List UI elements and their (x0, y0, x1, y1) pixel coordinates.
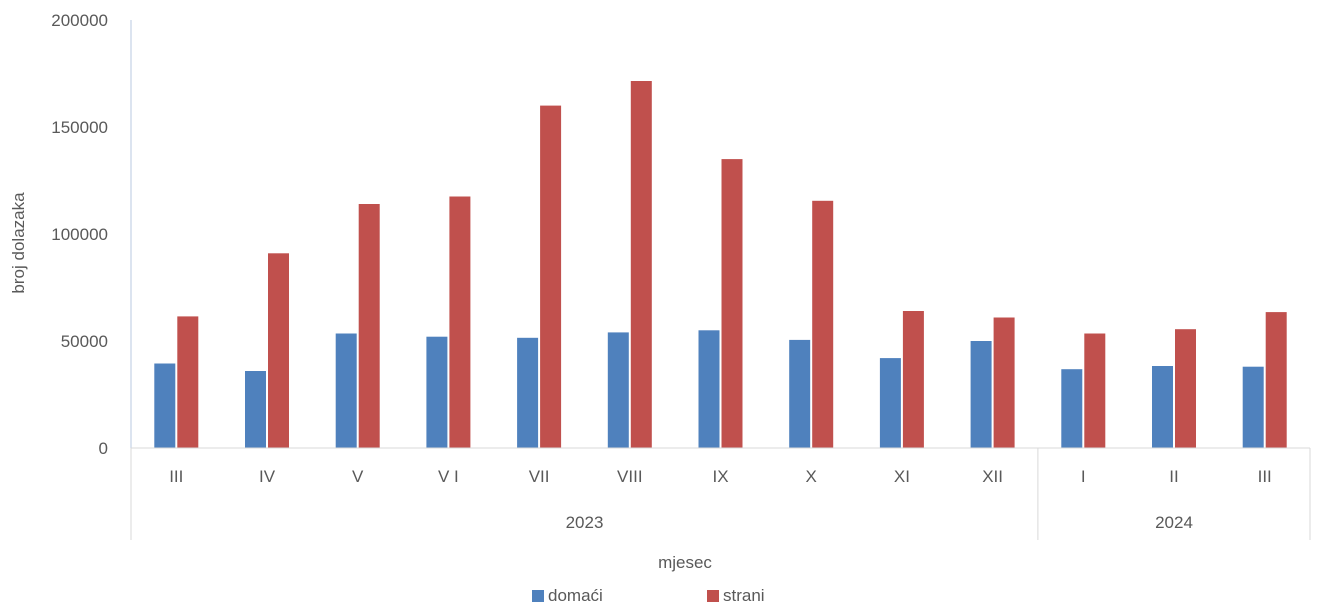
bar-domaci-7 (789, 339, 811, 448)
legend-swatch-strani (707, 590, 719, 602)
y-axis-title: broj dolazaka (9, 192, 28, 294)
x-category-label: VII (529, 467, 550, 486)
y-tick-labels: 0 50000 100000 150000 200000 (51, 11, 108, 458)
axis-layer (130, 20, 1310, 449)
bar-strani-0 (177, 316, 199, 448)
x-category-label: II (1169, 467, 1178, 486)
bar-strani-1 (268, 253, 289, 448)
legend-label-strani: strani (723, 586, 765, 605)
bar-domaci-2 (335, 333, 357, 448)
bar-domaci-5 (607, 332, 629, 448)
x-category-label: IV (259, 467, 276, 486)
x-category-label: III (1258, 467, 1272, 486)
x-axis-title: mjesec (658, 553, 712, 572)
x-category-label: XI (894, 467, 910, 486)
legend-item-domaci: domaći (532, 586, 603, 605)
bar-domaci-9 (970, 341, 992, 448)
bar-domaci-1 (245, 371, 266, 448)
legend-label-domaci: domaći (548, 586, 603, 605)
bar-strani-12 (1265, 312, 1287, 448)
y-tick-label: 100000 (51, 225, 108, 244)
bar-domaci-0 (154, 363, 176, 448)
legend: domaći strani (532, 586, 765, 605)
x-category-label: V (352, 467, 364, 486)
legend-item-strani: strani (707, 586, 765, 605)
x-category-label: XII (982, 467, 1003, 486)
x-category-label: IX (712, 467, 728, 486)
x-category-label: V I (438, 467, 459, 486)
bar-domaci-8 (879, 358, 901, 448)
x-category-label: I (1081, 467, 1086, 486)
bar-domaci-3 (426, 336, 448, 448)
bar-domaci-6 (698, 330, 720, 448)
bar-domaci-4 (517, 337, 539, 448)
bar-strani-4 (540, 105, 562, 448)
bar-domaci-10 (1061, 369, 1083, 448)
group-labels: 2023 2024 (130, 448, 1311, 540)
y-tick-label: 50000 (61, 332, 108, 351)
x-group-label-2023: 2023 (566, 513, 604, 532)
x-group-label-2024: 2024 (1155, 513, 1193, 532)
bar-strani-2 (358, 204, 380, 448)
bar-strani-5 (630, 81, 652, 448)
y-tick-label: 150000 (51, 118, 108, 137)
legend-swatch-domaci (532, 590, 544, 602)
bar-strani-3 (449, 196, 471, 448)
bar-strani-7 (812, 200, 834, 448)
bar-strani-8 (902, 311, 924, 448)
x-category-label: VIII (617, 467, 643, 486)
bar-strani-6 (721, 159, 743, 448)
bar-domaci-11 (1152, 366, 1173, 448)
y-tick-label: 0 (99, 439, 108, 458)
bar-strani-10 (1084, 333, 1106, 448)
bar-strani-9 (993, 317, 1015, 448)
y-tick-label: 200000 (51, 11, 108, 30)
x-category-label: X (806, 467, 817, 486)
category-labels: III IV V V I VII VIII IX X XI XII I II III (169, 467, 1272, 486)
bar-strani-11 (1175, 329, 1196, 448)
bars-layer (154, 81, 1287, 448)
bar-domaci-12 (1242, 366, 1264, 448)
x-category-label: III (169, 467, 183, 486)
